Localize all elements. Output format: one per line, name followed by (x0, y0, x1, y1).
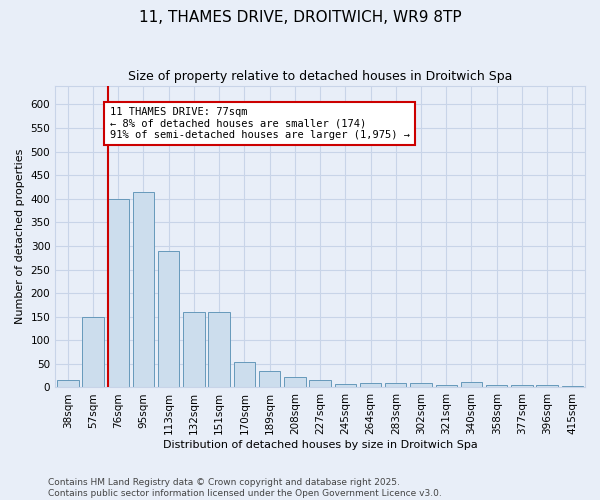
X-axis label: Distribution of detached houses by size in Droitwich Spa: Distribution of detached houses by size … (163, 440, 478, 450)
Bar (158, 250, 179, 388)
Bar (536, 385, 558, 388)
Bar (461, 382, 482, 388)
Text: 11, THAMES DRIVE, DROITWICH, WR9 8TP: 11, THAMES DRIVE, DROITWICH, WR9 8TP (139, 10, 461, 25)
Bar (259, 371, 280, 388)
Bar (57, 380, 79, 388)
Title: Size of property relative to detached houses in Droitwich Spa: Size of property relative to detached ho… (128, 70, 512, 83)
Bar (385, 382, 406, 388)
Bar (183, 312, 205, 388)
Y-axis label: Number of detached properties: Number of detached properties (15, 149, 25, 324)
Bar (310, 380, 331, 388)
Bar (410, 382, 432, 388)
Bar (335, 384, 356, 388)
Bar (360, 382, 381, 388)
Bar (107, 199, 129, 388)
Bar (511, 385, 533, 388)
Text: 11 THAMES DRIVE: 77sqm
← 8% of detached houses are smaller (174)
91% of semi-det: 11 THAMES DRIVE: 77sqm ← 8% of detached … (110, 107, 410, 140)
Text: Contains HM Land Registry data © Crown copyright and database right 2025.
Contai: Contains HM Land Registry data © Crown c… (48, 478, 442, 498)
Bar (133, 192, 154, 388)
Bar (82, 316, 104, 388)
Bar (208, 312, 230, 388)
Bar (233, 362, 255, 388)
Bar (284, 377, 305, 388)
Bar (562, 386, 583, 388)
Bar (436, 385, 457, 388)
Bar (486, 385, 508, 388)
